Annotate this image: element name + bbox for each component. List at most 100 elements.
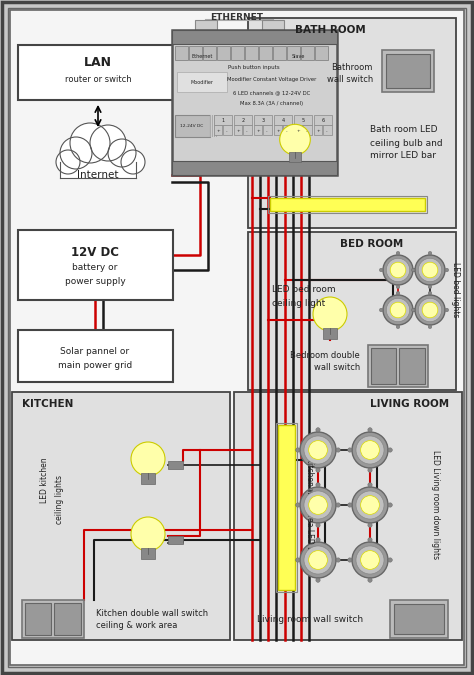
Bar	[283, 125, 292, 135]
Text: 6: 6	[321, 117, 325, 122]
Bar	[278, 425, 295, 590]
Circle shape	[379, 268, 383, 272]
Text: 5: 5	[301, 117, 305, 122]
Circle shape	[300, 432, 336, 468]
Circle shape	[413, 268, 417, 272]
Text: LAN: LAN	[84, 57, 112, 70]
Circle shape	[352, 487, 388, 523]
Bar	[234, 115, 252, 125]
Circle shape	[361, 551, 379, 569]
Bar	[294, 125, 302, 135]
Circle shape	[316, 523, 320, 527]
Bar	[203, 46, 216, 60]
Circle shape	[388, 503, 392, 507]
Bar	[217, 46, 230, 60]
Bar	[274, 125, 282, 135]
Text: 12V DC: 12V DC	[71, 246, 119, 259]
Bar	[214, 115, 215, 137]
Circle shape	[428, 292, 432, 295]
Circle shape	[411, 268, 415, 272]
Text: 4: 4	[282, 117, 284, 122]
Text: ceiling lights: ceiling lights	[55, 475, 64, 524]
Circle shape	[445, 308, 448, 312]
Text: Solar pannel or: Solar pannel or	[61, 346, 129, 356]
Text: mirror LED bar: mirror LED bar	[370, 151, 436, 161]
Circle shape	[356, 436, 384, 464]
Bar	[276, 423, 297, 592]
Circle shape	[388, 558, 392, 562]
Circle shape	[368, 523, 372, 527]
Text: Bathroom: Bathroom	[332, 63, 373, 72]
Circle shape	[304, 546, 332, 574]
Circle shape	[386, 259, 410, 281]
Circle shape	[368, 483, 372, 487]
Text: BATH ROOM: BATH ROOM	[295, 25, 366, 35]
Circle shape	[300, 542, 336, 578]
Bar	[287, 46, 300, 60]
Bar	[141, 548, 155, 559]
Bar	[294, 115, 312, 125]
Text: +: +	[216, 129, 220, 133]
Circle shape	[296, 558, 300, 562]
Bar	[254, 115, 272, 125]
Bar	[189, 46, 202, 60]
Text: KITCHEN: KITCHEN	[22, 399, 73, 409]
Circle shape	[309, 551, 328, 569]
Text: power supply: power supply	[64, 277, 126, 286]
Bar	[315, 46, 328, 60]
Bar	[303, 125, 312, 135]
Bar	[172, 30, 337, 175]
Bar	[234, 392, 462, 640]
Circle shape	[368, 578, 372, 583]
Circle shape	[352, 432, 388, 468]
Circle shape	[388, 448, 392, 452]
Bar	[386, 54, 430, 88]
Circle shape	[411, 308, 415, 312]
Circle shape	[336, 448, 340, 452]
Circle shape	[56, 150, 80, 174]
Circle shape	[90, 125, 126, 161]
Text: wall switch: wall switch	[314, 362, 360, 371]
Text: 3: 3	[262, 117, 264, 122]
Bar	[245, 46, 258, 60]
Bar	[289, 152, 301, 162]
Circle shape	[348, 448, 352, 452]
Bar	[273, 46, 286, 60]
Circle shape	[361, 441, 379, 460]
Text: 1: 1	[221, 117, 225, 122]
Circle shape	[390, 262, 406, 278]
Text: ceiling light: ceiling light	[272, 298, 325, 308]
Bar	[172, 30, 337, 44]
Circle shape	[316, 468, 320, 472]
Bar	[301, 46, 314, 60]
Circle shape	[415, 295, 445, 325]
Bar	[368, 345, 428, 387]
Circle shape	[131, 442, 165, 476]
Circle shape	[368, 468, 372, 472]
Circle shape	[396, 325, 400, 329]
Text: -: -	[266, 129, 268, 133]
Text: Living room wall switch: Living room wall switch	[257, 616, 363, 624]
Circle shape	[383, 255, 413, 285]
Circle shape	[121, 150, 145, 174]
Circle shape	[396, 292, 400, 295]
Text: Bedroom double: Bedroom double	[290, 350, 360, 360]
Circle shape	[336, 503, 340, 507]
Circle shape	[336, 558, 340, 562]
Bar	[274, 115, 292, 125]
Text: +: +	[276, 129, 280, 133]
Circle shape	[422, 302, 438, 318]
Bar	[18, 330, 173, 382]
Text: LED Living room down lights: LED Living room down lights	[431, 450, 440, 560]
Circle shape	[348, 503, 352, 507]
Bar	[243, 125, 252, 135]
Bar	[25, 603, 52, 635]
Circle shape	[352, 542, 388, 578]
Bar	[268, 196, 427, 213]
Bar	[195, 20, 217, 30]
Circle shape	[309, 441, 328, 460]
Text: -: -	[226, 129, 228, 133]
Bar	[55, 603, 81, 635]
Circle shape	[131, 517, 165, 551]
Bar	[22, 600, 84, 638]
